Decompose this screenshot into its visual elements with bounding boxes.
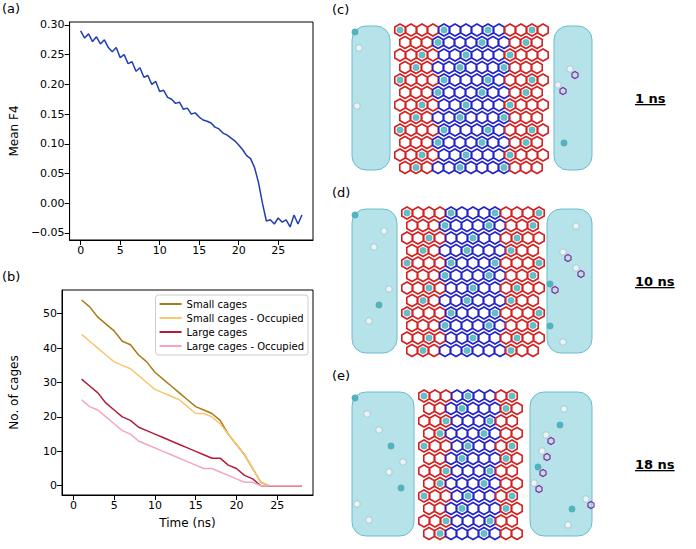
svg-text:Large cages: Large cages — [187, 327, 248, 338]
svg-text:5: 5 — [111, 499, 118, 512]
svg-text:0: 0 — [70, 499, 77, 512]
svg-text:1 ns: 1 ns — [635, 91, 666, 106]
svg-text:10: 10 — [43, 445, 57, 458]
svg-text:0.10: 0.10 — [40, 137, 65, 150]
svg-text:0.05: 0.05 — [40, 167, 65, 180]
svg-text:(a): (a) — [2, 1, 20, 16]
svg-text:10: 10 — [153, 244, 167, 257]
svg-text:0.00: 0.00 — [40, 197, 65, 210]
svg-text:0.20: 0.20 — [40, 78, 65, 91]
svg-text:(d): (d) — [332, 185, 350, 200]
svg-text:30: 30 — [43, 376, 57, 389]
svg-text:25: 25 — [270, 499, 284, 512]
svg-text:20: 20 — [229, 499, 243, 512]
svg-text:Large cages - Occupied: Large cages - Occupied — [187, 341, 304, 352]
svg-text:(e): (e) — [332, 368, 350, 383]
svg-text:50: 50 — [43, 307, 57, 320]
svg-text:Mean F4: Mean F4 — [7, 105, 21, 156]
svg-text:10 ns: 10 ns — [635, 274, 675, 289]
svg-text:−0.05: −0.05 — [31, 226, 65, 239]
svg-text:0: 0 — [77, 244, 84, 257]
svg-text:0.25: 0.25 — [40, 48, 65, 61]
svg-text:0: 0 — [50, 479, 57, 492]
svg-text:Small cages - Occupied: Small cages - Occupied — [187, 313, 304, 324]
svg-text:Small cages: Small cages — [187, 299, 247, 310]
svg-text:No. of cages: No. of cages — [7, 355, 21, 429]
svg-text:Time (ns): Time (ns) — [158, 516, 215, 530]
svg-text:10: 10 — [148, 499, 162, 512]
svg-text:15: 15 — [192, 244, 206, 257]
svg-text:25: 25 — [271, 244, 285, 257]
svg-text:(c): (c) — [332, 2, 349, 17]
svg-text:0.15: 0.15 — [40, 108, 65, 121]
svg-text:18 ns: 18 ns — [635, 457, 675, 472]
svg-text:20: 20 — [232, 244, 246, 257]
svg-text:5: 5 — [117, 244, 124, 257]
svg-text:0.30: 0.30 — [40, 18, 65, 31]
svg-text:40: 40 — [43, 342, 57, 355]
svg-text:20: 20 — [43, 410, 57, 423]
svg-text:15: 15 — [189, 499, 203, 512]
svg-text:(b): (b) — [2, 269, 20, 284]
